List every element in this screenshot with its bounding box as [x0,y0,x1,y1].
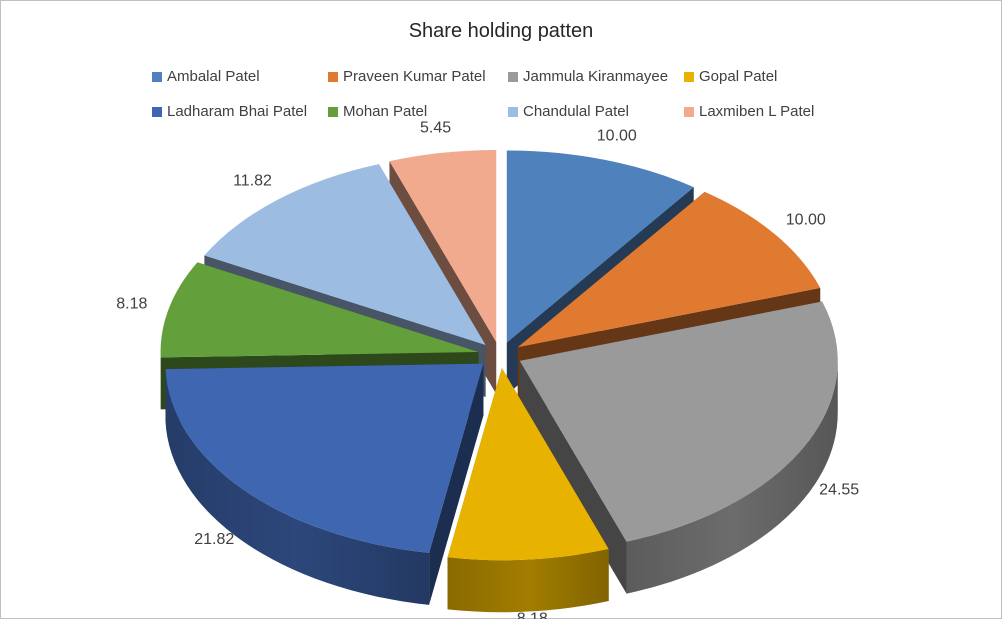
legend-item-praveen-kumar-patel: Praveen Kumar Patel [328,68,486,85]
legend-swatch [328,106,338,117]
legend-swatch [152,71,162,82]
legend-item-jammula-kiranmayee: Jammula Kiranmayee [508,68,668,85]
legend-item-mohan-patel: Mohan Patel [328,103,427,120]
data-label-1: 10.00 [597,127,637,144]
legend-swatch [328,71,338,82]
legend-label: Ladharam Bhai Patel [167,103,308,120]
legend-swatch [508,71,518,82]
legend-label: Chandulal Patel [523,103,629,120]
pie-slice-5 [165,363,484,605]
data-label-4: 8.18 [517,610,548,619]
legend-swatch [508,106,518,117]
data-label-3: 24.55 [819,482,859,499]
legend-label: Jammula Kiranmayee [523,68,669,85]
legend-swatch [684,106,694,117]
pie-slice-3 [519,301,838,594]
legend-item-ladharam-bhai-patel: Ladharam Bhai Patel [152,103,307,120]
pie-slice-4 [447,368,609,613]
chart-title: Share holding patten [408,20,594,42]
legend-item-chandulal-patel: Chandulal Patel [508,103,629,120]
data-label-2: 10.00 [786,212,826,229]
data-label-7: 11.82 [233,173,272,190]
legend-item-gopal-patel: Gopal Patel [684,68,777,85]
legend-swatch [684,71,694,82]
legend-label: Gopal Patel [699,68,778,85]
legend-label: Laxmiben L Patel [699,103,815,120]
data-label-6: 8.18 [116,295,147,312]
legend-label: Praveen Kumar Patel [343,68,486,85]
legend-item-laxmiben-l-patel: Laxmiben L Patel [684,103,814,120]
legend-label: Ambalal Patel [167,68,260,85]
legend-label: Mohan Patel [343,103,428,120]
legend-item-ambalal-patel: Ambalal Patel [152,68,260,85]
data-label-8: 5.45 [420,119,451,136]
legend-swatch [152,106,162,117]
data-label-5: 21.82 [194,531,234,548]
